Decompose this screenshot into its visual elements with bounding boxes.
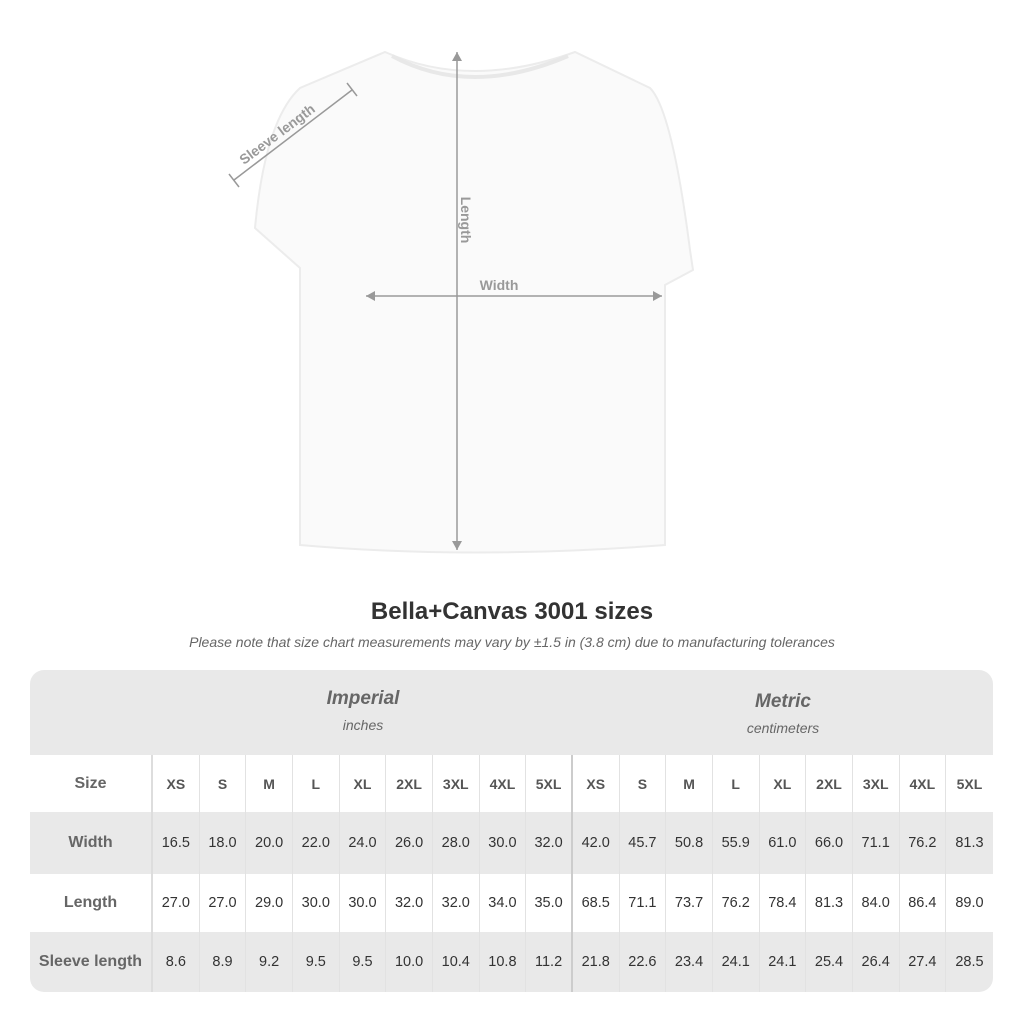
table-cell: 27.4 [900,932,947,992]
size-header-cell: 5XL [526,755,573,812]
size-header-cell: 3XL [853,755,900,812]
metric-title: Metric [755,691,811,712]
size-header-cell: 3XL [433,755,480,812]
size-header-cell: XL [340,755,387,812]
size-header-cell: L [293,755,340,812]
table-cell: 28.5 [955,954,984,970]
size-header-cell: 5XL [956,775,983,792]
table-cell: 71.1 [853,812,900,874]
table-cell: 42.0 [573,812,620,874]
size-header-cell: 4XL [900,755,947,812]
table-cell: 10.8 [480,932,527,992]
table-cell: 21.8 [573,932,620,992]
table-cell: 71.1 [620,874,667,932]
metric-header: Metric centimeters [573,691,993,736]
row-label: Size [30,755,153,812]
size-header-cell: M [246,755,293,812]
table-cell: 45.7 [620,812,667,874]
table-cell: 28.0 [433,812,480,874]
sleeve-measure-line [233,89,353,181]
table-cell: 89.0 [955,895,984,911]
table-cell: 50.8 [666,812,713,874]
page-title: Bella+Canvas 3001 sizes [370,598,654,625]
table-cell: 24.0 [340,812,387,874]
table-cell: 86.4 [900,874,947,932]
size-header-cell: 4XL [480,755,527,812]
imperial-title: Imperial [326,688,400,709]
table-cell: 66.0 [806,812,853,874]
table-cell: 35.0 [526,874,573,932]
table-cell: 81.3 [806,874,853,932]
table-cell: 18.0 [200,812,247,874]
table-cell: 16.5 [153,812,200,874]
width-label: Width [480,277,519,293]
table-cell: 30.0 [340,874,387,932]
size-header-cell: S [620,755,667,812]
table-cell: 27.0 [153,874,200,932]
table-row: Sleeve length 8.6 8.9 9.2 9.5 9.5 10.0 10.4 10.8… [30,932,993,992]
table-cell: 25.4 [806,932,853,992]
metric-unit: centimeters [746,720,820,736]
tshirt-image [253,50,695,554]
table-header: Imperial inches Metric centimeters [30,670,993,755]
table-cell: 20.0 [246,812,293,874]
table-cell: 55.9 [713,812,760,874]
table-cell: 8.9 [200,932,247,992]
table-cell: 9.2 [246,932,293,992]
size-header-cell: S [200,755,247,812]
table-cell: 22.6 [620,932,667,992]
table-cell: 68.5 [573,874,620,932]
tolerance-note: Please note that size chart measurements… [189,634,835,650]
table-cell: 10.4 [433,932,480,992]
table-cell: 32.0 [526,812,573,874]
tshirt-diagram: Sleeve length Length Width [228,50,695,554]
table-cell: 32.0 [433,874,480,932]
size-header-cell: XL [760,755,807,812]
table-cell: 26.4 [853,932,900,992]
imperial-unit: inches [342,717,384,733]
size-header-cell: XS [573,755,620,812]
row-label: Width [30,812,153,874]
table-cell: 76.2 [900,812,947,874]
size-header-cell: XS [153,755,200,812]
table-cell: 11.2 [526,932,573,992]
table-cell: 76.2 [713,874,760,932]
table-cell: 81.3 [955,835,984,851]
table-cell: 10.0 [386,932,433,992]
row-label: Sleeve length [30,932,153,992]
row-label: Length [30,874,153,932]
table-cell: 23.4 [666,932,713,992]
table-cell: 73.7 [666,874,713,932]
table-cell: 9.5 [293,932,340,992]
table-cell: 34.0 [480,874,527,932]
table-cell: 78.4 [760,874,807,932]
table-cell: 30.0 [293,874,340,932]
table-cell: 61.0 [760,812,807,874]
table-cell: 26.0 [386,812,433,874]
table-cell: 84.0 [853,874,900,932]
table-cell: 29.0 [246,874,293,932]
table-cell: 30.0 [480,812,527,874]
size-header-cell: L [713,755,760,812]
table-cell: 24.1 [713,932,760,992]
table-cell: 22.0 [293,812,340,874]
table-cell: 9.5 [340,932,387,992]
length-label: Length [458,197,474,244]
size-row: Size XS S M L XL 2XL 3XL 4XL 5XL XS S M L XL 2XL 3XL 4XL 5… [30,755,993,812]
size-header-cell: 2XL [806,755,853,812]
table-row: Width 16.5 18.0 20.0 22.0 24.0 26.0 28.0 30.0 32.… [30,812,993,874]
size-header-cell: M [666,755,713,812]
size-header-cell: 2XL [386,755,433,812]
imperial-header: Imperial inches [153,688,573,733]
table-cell: 27.0 [200,874,247,932]
table-cell: 32.0 [386,874,433,932]
table-cell: 8.6 [153,932,200,992]
size-table: Imperial inches Metric centimeters Size X… [30,670,993,992]
table-row: Length 27.0 27.0 29.0 30.0 30.0 32.0 32.0 34.0 35… [30,874,993,932]
table-cell: 24.1 [760,932,807,992]
